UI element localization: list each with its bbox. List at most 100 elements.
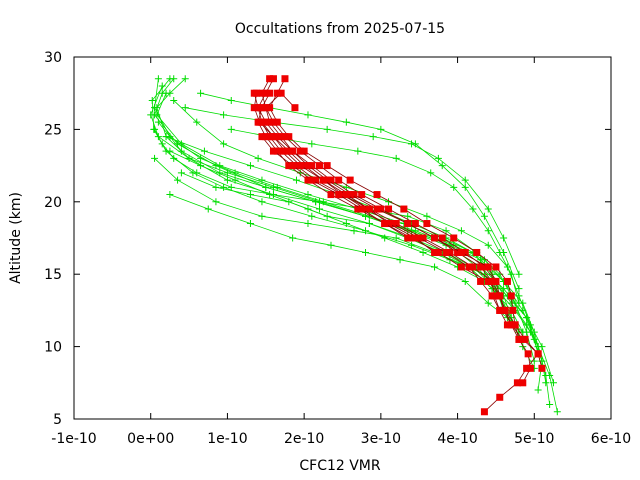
red-point xyxy=(358,205,366,213)
green-profile-line-10 xyxy=(158,121,512,326)
red-point xyxy=(461,248,469,256)
red-point xyxy=(492,263,500,271)
red-point xyxy=(262,118,270,126)
green-point xyxy=(362,212,370,220)
green-point xyxy=(480,212,488,220)
green-profile-line-3 xyxy=(156,93,558,412)
green-point xyxy=(427,169,435,177)
green-point xyxy=(166,89,174,97)
green-point xyxy=(246,162,254,170)
red-point xyxy=(492,277,500,285)
green-point xyxy=(392,154,400,162)
green-profile-line-11 xyxy=(181,172,520,333)
green-point xyxy=(408,241,416,249)
plot-frame xyxy=(73,56,612,420)
green-profile-line-13 xyxy=(169,194,524,333)
green-point xyxy=(170,75,178,83)
red-point xyxy=(277,89,285,97)
red-point xyxy=(408,234,416,242)
green-point xyxy=(246,191,254,199)
red-point xyxy=(262,89,270,97)
red-point xyxy=(258,118,266,126)
red-point xyxy=(335,176,343,184)
red-point xyxy=(300,147,308,155)
green-point xyxy=(258,212,266,220)
red-point xyxy=(454,248,462,256)
red-point xyxy=(319,176,327,184)
green-point xyxy=(153,104,161,112)
red-point xyxy=(488,292,496,300)
green-point xyxy=(254,154,262,162)
red-point xyxy=(431,234,439,242)
red-point xyxy=(385,205,393,213)
green-point xyxy=(151,125,159,133)
red-point xyxy=(526,364,534,372)
red-point xyxy=(419,234,427,242)
red-point xyxy=(519,379,527,387)
green-point xyxy=(484,205,492,213)
green-point xyxy=(166,147,174,155)
green-point xyxy=(220,140,228,148)
red-point xyxy=(250,104,258,112)
green-point xyxy=(166,191,174,199)
green-point xyxy=(154,118,162,126)
green-point xyxy=(158,82,166,90)
red-point xyxy=(515,335,523,343)
green-point xyxy=(350,227,358,235)
green-point xyxy=(342,118,350,126)
red-point xyxy=(342,191,350,199)
red-point xyxy=(304,162,312,170)
green-point xyxy=(507,270,515,278)
green-point xyxy=(500,285,508,293)
green-point xyxy=(419,248,427,256)
red-point xyxy=(335,191,343,199)
red-point xyxy=(254,104,262,112)
green-point xyxy=(546,372,554,380)
red-point xyxy=(404,234,412,242)
red-point xyxy=(388,220,396,228)
red-point xyxy=(358,191,366,199)
green-point xyxy=(327,241,335,249)
red-point xyxy=(381,220,389,228)
red-point xyxy=(266,89,274,97)
red-point xyxy=(323,162,331,170)
green-point xyxy=(216,169,224,177)
y-axis-label: Altitude (km) xyxy=(8,192,24,284)
red-point xyxy=(354,205,362,213)
green-point xyxy=(484,227,492,235)
red-profile-line-1 xyxy=(257,78,531,383)
red-point xyxy=(266,104,274,112)
green-point xyxy=(484,299,492,307)
red-point xyxy=(273,147,281,155)
red-point xyxy=(296,147,304,155)
x-tick-label: 1e-10 xyxy=(207,431,247,447)
red-point xyxy=(266,75,274,83)
green-point xyxy=(534,386,542,394)
green-point xyxy=(342,220,350,228)
red-point xyxy=(488,277,496,285)
red-point xyxy=(296,162,304,170)
green-point xyxy=(515,285,523,293)
red-point xyxy=(480,263,488,271)
red-point xyxy=(501,306,509,314)
green-profile-line-7 xyxy=(154,129,535,362)
red-point xyxy=(250,89,258,97)
red-point xyxy=(509,306,517,314)
red-profile-line-5 xyxy=(253,93,501,311)
red-point xyxy=(312,176,320,184)
red-point xyxy=(507,321,515,329)
red-point xyxy=(404,220,412,228)
red-point xyxy=(258,104,266,112)
red-point xyxy=(465,263,473,271)
red-point xyxy=(281,133,289,141)
y-tick-label: 25 xyxy=(44,122,62,138)
green-point xyxy=(197,162,205,170)
red-point xyxy=(289,162,297,170)
red-point xyxy=(442,248,450,256)
x-tick-label: 6e-10 xyxy=(591,431,631,447)
green-point xyxy=(289,234,297,242)
axis-ticks: -1e-10 0e+00 1e-10 2e-10 3e-10 4e-10 5e-10 6e-1… xyxy=(44,50,631,447)
green-point xyxy=(262,183,270,191)
red-point xyxy=(277,147,285,155)
green-point xyxy=(423,212,431,220)
